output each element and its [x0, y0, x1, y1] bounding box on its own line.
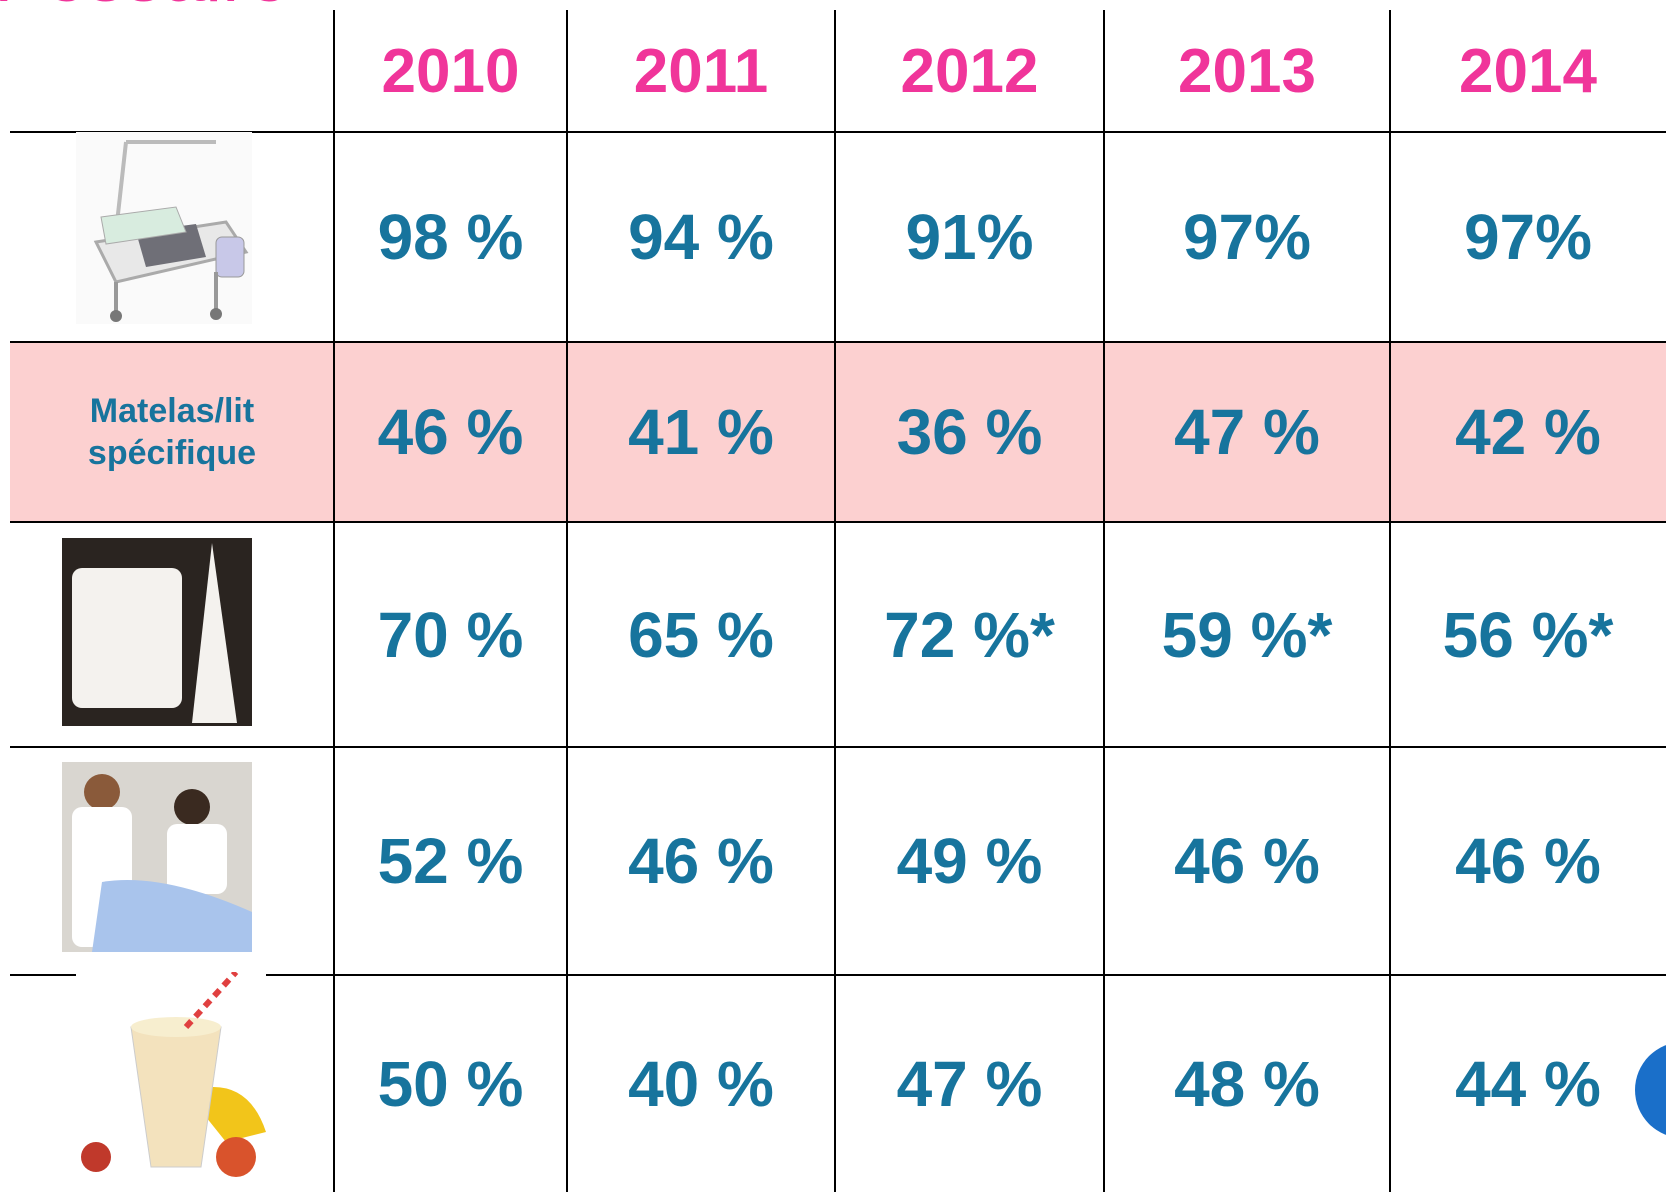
table-cell: 41 % — [567, 342, 835, 522]
column-header: 2010 — [334, 10, 567, 132]
table-cell: 50 % — [334, 975, 567, 1192]
slide-title: Pessaire — [0, 0, 290, 14]
table-cell: 46 % — [1104, 747, 1390, 975]
table-cell: 98 % — [334, 132, 567, 342]
nurses-image — [62, 762, 252, 952]
table-cell: 46 % — [1390, 747, 1666, 975]
table-cell: 56 %* — [1390, 522, 1666, 747]
table-cell: 59 %* — [1104, 522, 1390, 747]
page: Pessaire 20102011201220132014 98 %94 %91%… — [0, 0, 1666, 1192]
column-divider — [566, 10, 568, 1192]
table-cell: 97% — [1390, 132, 1666, 342]
decorative-circle — [1633, 1040, 1666, 1140]
table-cell: 36 % — [835, 342, 1104, 522]
table-cell: 42 % — [1390, 342, 1666, 522]
table-cell: 52 % — [334, 747, 567, 975]
row-divider — [10, 131, 1666, 133]
bed-image — [76, 132, 252, 324]
table-cell: 70 % — [334, 522, 567, 747]
table-cell: 46 % — [567, 747, 835, 975]
column-divider — [333, 10, 335, 1192]
column-divider — [1103, 10, 1105, 1192]
row-divider — [10, 746, 1666, 748]
table-cell: 97% — [1104, 132, 1390, 342]
column-divider — [1389, 10, 1391, 1192]
row-label: Matelas/lit spécifique — [10, 342, 334, 522]
column-header: 2014 — [1390, 10, 1666, 132]
row-divider — [10, 341, 1666, 343]
table-cell: 49 % — [835, 747, 1104, 975]
column-header: 2013 — [1104, 10, 1390, 132]
column-divider — [834, 10, 836, 1192]
pillow-image — [62, 538, 252, 726]
smoothie-image — [76, 972, 266, 1177]
table-cell: 91% — [835, 132, 1104, 342]
table-cell: 44 % — [1390, 975, 1666, 1192]
table-cell: 65 % — [567, 522, 835, 747]
table-cell: 94 % — [567, 132, 835, 342]
table-cell: 48 % — [1104, 975, 1390, 1192]
table-cell: 47 % — [835, 975, 1104, 1192]
table-cell: 72 %* — [835, 522, 1104, 747]
row-divider — [10, 521, 1666, 523]
column-header: 2012 — [835, 10, 1104, 132]
table-cell: 46 % — [334, 342, 567, 522]
table-cell: 40 % — [567, 975, 835, 1192]
table-cell: 47 % — [1104, 342, 1390, 522]
column-header: 2011 — [567, 10, 835, 132]
